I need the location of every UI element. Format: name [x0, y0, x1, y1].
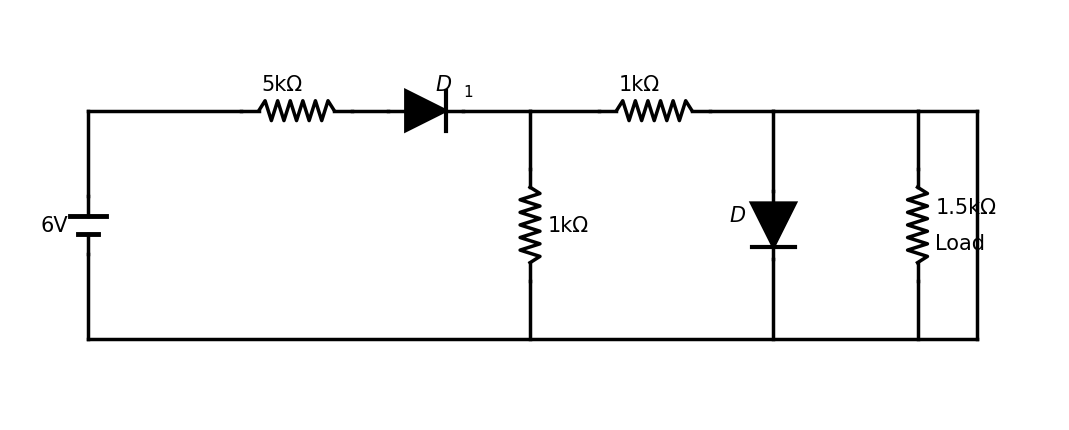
Text: 1: 1	[464, 85, 474, 99]
Polygon shape	[752, 203, 795, 247]
Text: 2: 2	[763, 206, 773, 221]
Text: 5kΩ: 5kΩ	[261, 75, 303, 95]
Polygon shape	[406, 92, 446, 131]
Text: Load: Load	[935, 233, 986, 253]
Text: 1kΩ: 1kΩ	[619, 75, 660, 95]
Text: 6V: 6V	[41, 215, 68, 235]
Text: D: D	[436, 75, 452, 95]
Text: D: D	[729, 206, 746, 225]
Text: 1kΩ: 1kΩ	[548, 215, 589, 235]
Text: 1.5kΩ: 1.5kΩ	[935, 198, 996, 218]
